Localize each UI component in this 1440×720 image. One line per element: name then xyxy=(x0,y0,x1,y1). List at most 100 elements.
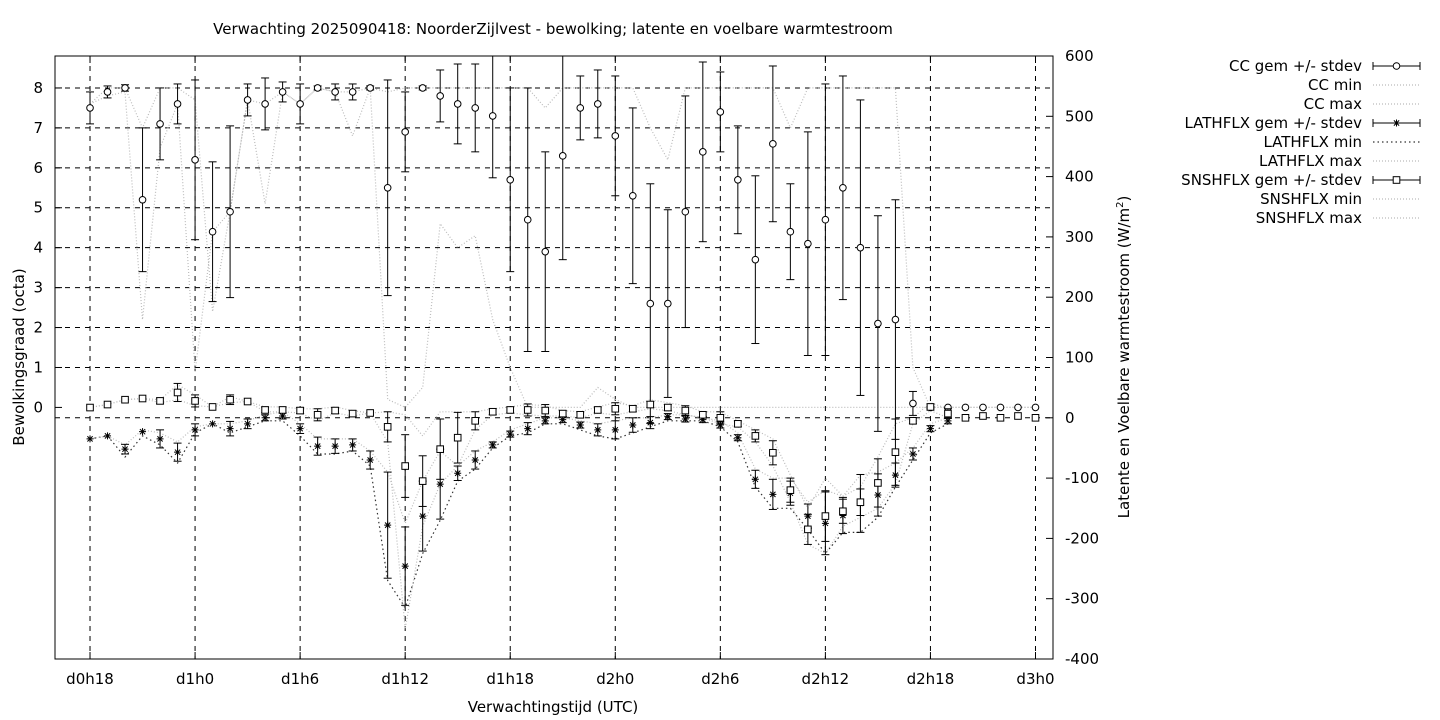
point-marker xyxy=(699,148,707,156)
y-axis-right-label: Latente en Voelbare warmtestroom (W/m2) xyxy=(1115,196,1133,519)
point-marker xyxy=(891,315,900,324)
legend-label: LATHFLX max xyxy=(1259,152,1362,170)
point-marker xyxy=(436,480,444,488)
point-marker xyxy=(874,479,882,487)
legend-label: LATHFLX min xyxy=(1263,133,1362,151)
point-marker xyxy=(173,100,182,108)
point-marker xyxy=(961,403,970,412)
point-marker xyxy=(86,403,94,412)
point-marker xyxy=(1014,412,1022,420)
point-marker xyxy=(383,423,392,431)
point-marker xyxy=(401,128,409,136)
point-marker xyxy=(278,88,287,96)
y-right-tick-label: 500 xyxy=(1065,107,1094,125)
y-left-tick-label: 0 xyxy=(33,398,43,416)
point-marker xyxy=(156,397,164,405)
y-right-tick-label: -300 xyxy=(1065,590,1099,608)
point-marker xyxy=(558,152,567,160)
point-marker xyxy=(576,104,585,112)
series-cc-gem-stdev xyxy=(86,56,1040,440)
legend-entry: LATHFLX max xyxy=(1259,152,1420,170)
point-marker xyxy=(716,421,724,429)
point-marker xyxy=(331,406,339,415)
x-tick-label: d1h0 xyxy=(176,670,214,688)
point-marker xyxy=(313,410,322,419)
point-marker xyxy=(681,406,690,415)
point-marker xyxy=(173,388,182,397)
point-marker xyxy=(208,403,217,411)
point-marker xyxy=(226,425,234,433)
point-marker xyxy=(524,425,532,433)
grid xyxy=(55,56,1053,659)
point-marker xyxy=(243,96,252,104)
y-axis-right-label-sup: 2 xyxy=(1115,202,1126,208)
plot-frame xyxy=(54,55,1054,660)
point-marker xyxy=(401,462,409,470)
y-left-tick-label: 8 xyxy=(33,79,43,97)
point-marker xyxy=(786,227,795,236)
legend-label: CC max xyxy=(1304,95,1363,113)
point-marker xyxy=(628,191,637,200)
point-marker xyxy=(384,521,392,529)
point-marker xyxy=(103,88,112,96)
chart-title: Verwachting 2025090418: NoorderZijlvest … xyxy=(213,20,893,38)
point-marker xyxy=(611,404,620,413)
legend-entry: CC max xyxy=(1304,95,1420,113)
point-marker xyxy=(1392,62,1401,70)
point-marker xyxy=(611,426,619,434)
point-marker xyxy=(488,407,497,416)
point-marker xyxy=(279,412,287,420)
point-marker xyxy=(593,406,602,414)
point-marker xyxy=(453,100,462,108)
point-marker xyxy=(734,175,742,184)
point-marker xyxy=(909,450,917,458)
point-marker xyxy=(174,448,182,456)
y-right-tick-label: 300 xyxy=(1065,228,1094,246)
point-marker xyxy=(716,108,725,116)
point-marker xyxy=(191,156,199,164)
point-marker xyxy=(401,562,409,570)
point-marker xyxy=(418,477,427,485)
point-marker xyxy=(541,406,550,415)
y-left-tick-label: 3 xyxy=(33,279,43,297)
series-snshflx-max xyxy=(89,383,949,510)
point-marker xyxy=(558,409,567,418)
point-marker xyxy=(926,403,935,411)
legend-label: SNSHFLX max xyxy=(1256,209,1362,227)
point-marker xyxy=(786,486,795,494)
point-marker xyxy=(769,448,777,457)
point-marker xyxy=(541,247,550,256)
point-marker xyxy=(209,420,217,428)
point-marker xyxy=(996,414,1005,422)
point-marker xyxy=(121,445,129,453)
point-marker xyxy=(366,456,374,464)
point-marker xyxy=(139,428,147,436)
point-marker xyxy=(576,421,584,429)
point-marker xyxy=(243,397,252,406)
point-marker xyxy=(506,175,515,184)
point-marker xyxy=(436,445,444,453)
point-marker xyxy=(734,434,742,442)
legend-entry: SNSHFLX min xyxy=(1260,190,1420,208)
point-marker xyxy=(628,404,637,413)
point-marker xyxy=(944,409,952,418)
data-series xyxy=(86,56,1040,606)
point-marker xyxy=(646,400,655,409)
point-marker xyxy=(261,406,269,414)
point-marker xyxy=(856,498,865,507)
point-marker xyxy=(559,416,567,424)
point-marker xyxy=(208,227,217,236)
y-right-tick-label: -200 xyxy=(1065,529,1099,547)
point-marker xyxy=(699,416,707,424)
point-marker xyxy=(664,299,672,308)
point-marker xyxy=(1014,403,1022,412)
point-marker xyxy=(716,414,725,422)
legend-entry: LATHFLX gem +/- stdev xyxy=(1184,114,1421,132)
series-lathflx-gem-stdev xyxy=(86,412,952,606)
legend-label: CC min xyxy=(1308,76,1362,94)
point-marker xyxy=(506,430,514,438)
point-marker xyxy=(191,397,199,405)
point-marker xyxy=(86,435,94,443)
point-marker xyxy=(436,92,444,100)
